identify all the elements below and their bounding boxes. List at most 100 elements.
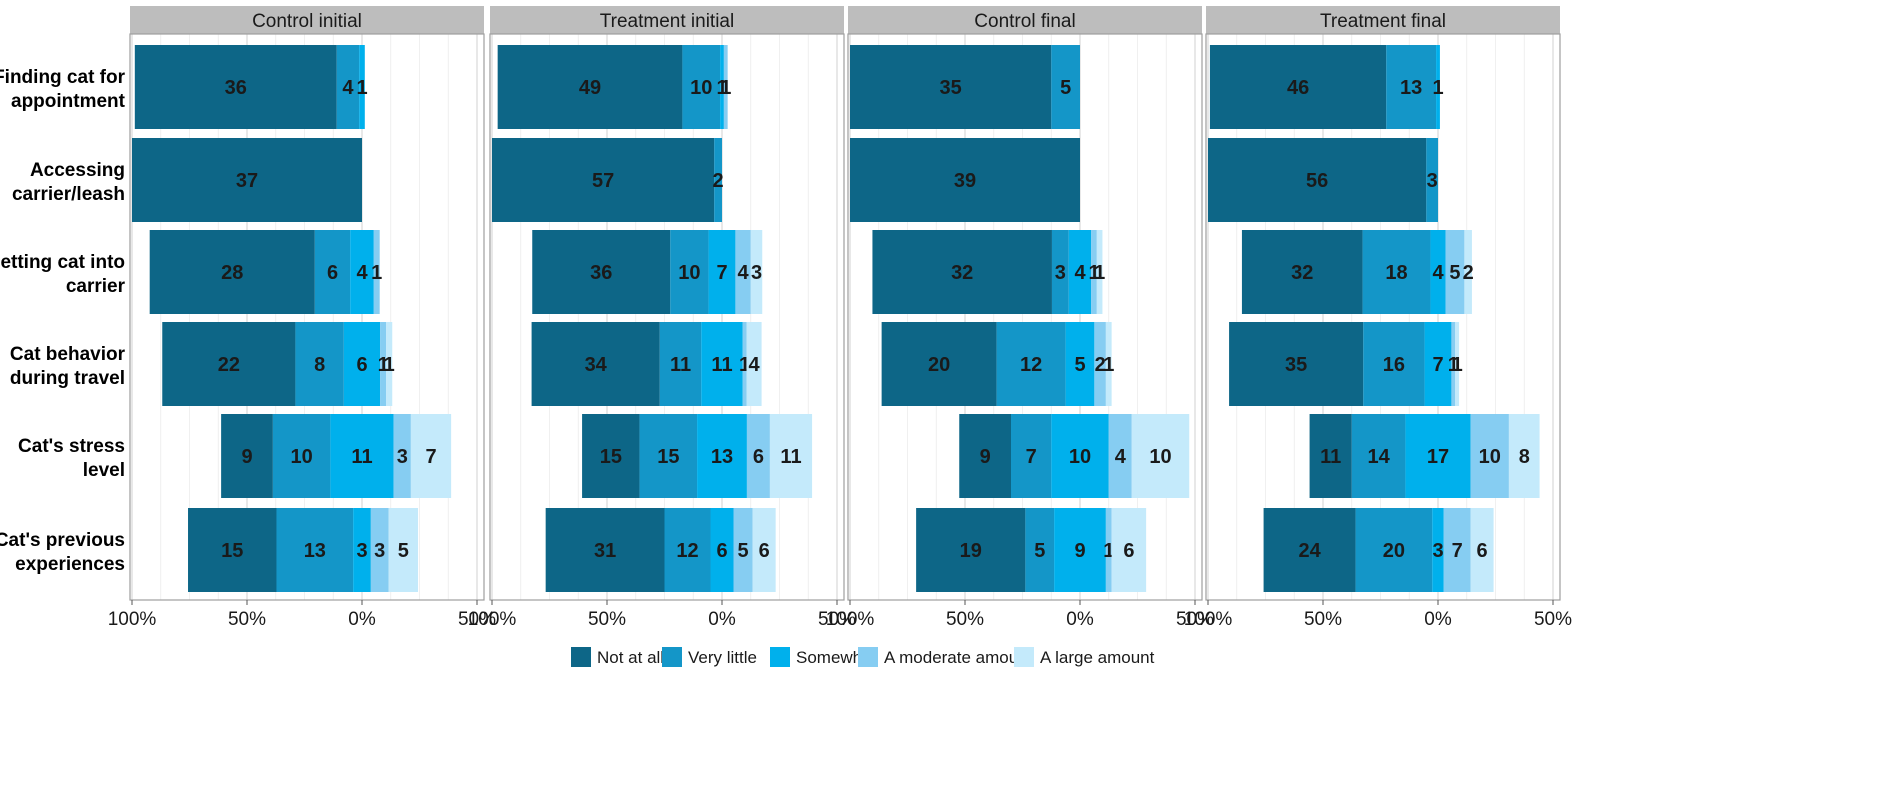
bar-segment — [750, 230, 763, 314]
data-label: 5 — [1074, 354, 1085, 376]
bar-segment — [664, 508, 711, 592]
panel-frame — [1205, 33, 1561, 601]
tick-label: 100% — [468, 609, 517, 630]
bar-segment — [1362, 230, 1431, 314]
data-label: 35 — [1285, 354, 1307, 376]
bar-segment — [659, 322, 702, 406]
bar-segment — [276, 508, 354, 592]
data-label: 49 — [579, 77, 601, 99]
bar-segment — [134, 45, 337, 129]
legend-swatch — [770, 647, 790, 667]
bar-segment — [221, 414, 273, 498]
data-label: 11 — [670, 354, 691, 376]
category-label-line1: Cat's stress — [18, 436, 125, 457]
category-label-line2: experiences — [15, 554, 125, 575]
bar-segment — [1363, 322, 1425, 406]
bar-segment — [582, 414, 640, 498]
data-label: 8 — [314, 354, 325, 376]
data-label: 6 — [759, 540, 770, 562]
data-label: 6 — [753, 446, 764, 468]
data-label: 14 — [1367, 446, 1390, 468]
bar-segment — [1424, 322, 1452, 406]
bar-segment — [1351, 414, 1406, 498]
bar-segment — [1405, 414, 1471, 498]
bar-segment — [1108, 414, 1132, 498]
data-label: 1 — [356, 77, 367, 99]
category-label-line1: Finding cat for — [0, 67, 126, 88]
data-label: 10 — [690, 77, 712, 99]
data-label: 1 — [378, 354, 389, 376]
bar-segment — [162, 322, 296, 406]
tick-label: 100% — [108, 609, 157, 630]
data-label: 36 — [225, 77, 247, 99]
data-label: 13 — [1400, 77, 1422, 99]
tick-label: 50% — [946, 609, 984, 630]
data-label: 31 — [594, 540, 616, 562]
panel-strip — [490, 6, 844, 34]
data-label: 1 — [1448, 354, 1459, 376]
bar-segment — [1025, 508, 1055, 592]
bar-segment — [1432, 508, 1444, 592]
bar-segment — [1470, 414, 1509, 498]
bar-segment — [353, 508, 371, 592]
data-label: 1 — [739, 354, 750, 376]
data-label: 9 — [1074, 540, 1085, 562]
bar-segment — [701, 322, 743, 406]
data-label: 4 — [1432, 262, 1444, 284]
category-label-line2: during travel — [10, 368, 125, 389]
bar-segment — [1208, 138, 1427, 222]
data-label: 34 — [585, 354, 608, 376]
data-label: 4 — [748, 354, 760, 376]
data-label: 13 — [711, 446, 733, 468]
data-label: 19 — [960, 540, 982, 562]
data-label: 1 — [384, 354, 395, 376]
data-label: 1 — [1103, 354, 1114, 376]
data-label: 18 — [1385, 262, 1407, 284]
bar-segment — [1131, 414, 1190, 498]
category-label-line2: carrier/leash — [12, 184, 125, 205]
data-label: 3 — [751, 262, 762, 284]
tick-label: 100% — [826, 609, 875, 630]
bar-segment — [1309, 414, 1352, 498]
bar-segment — [872, 230, 1052, 314]
data-label: 12 — [676, 540, 698, 562]
bar-segment — [330, 414, 394, 498]
data-label: 3 — [374, 540, 385, 562]
data-label: 17 — [1427, 446, 1449, 468]
data-label: 5 — [398, 540, 409, 562]
bar-segment — [1464, 230, 1472, 314]
data-label: 11 — [780, 446, 801, 468]
panel-title: Control final — [974, 11, 1075, 32]
data-label: 57 — [592, 170, 614, 192]
legend-swatch — [858, 647, 878, 667]
bar-segment — [272, 414, 331, 498]
data-label: 10 — [1149, 446, 1171, 468]
data-label: 5 — [738, 540, 749, 562]
data-label: 3 — [1055, 262, 1066, 284]
data-label: 3 — [1432, 540, 1443, 562]
data-label: 2 — [1095, 354, 1106, 376]
data-label: 12 — [1020, 354, 1042, 376]
data-label: 13 — [304, 540, 326, 562]
tick-label: 50% — [818, 609, 856, 630]
data-label: 4 — [738, 262, 750, 284]
data-label: 1 — [1432, 77, 1443, 99]
data-label: 7 — [425, 446, 436, 468]
data-label: 4 — [356, 262, 368, 284]
bar-segment — [380, 322, 387, 406]
bar-segment — [1436, 45, 1440, 129]
bar-segment — [343, 322, 381, 406]
bar-segment — [1209, 45, 1387, 129]
data-label: 11 — [711, 354, 732, 376]
bar-segment — [545, 508, 665, 592]
data-label: 10 — [1479, 446, 1501, 468]
panel-title: Treatment initial — [600, 11, 734, 32]
data-label: 1 — [1088, 262, 1099, 284]
data-label: 2 — [713, 170, 724, 192]
legend-label: A moderate amount — [884, 648, 1033, 667]
data-label: 20 — [1383, 540, 1405, 562]
data-label: 8 — [1519, 446, 1530, 468]
bar-segment — [714, 138, 722, 222]
data-label: 3 — [397, 446, 408, 468]
